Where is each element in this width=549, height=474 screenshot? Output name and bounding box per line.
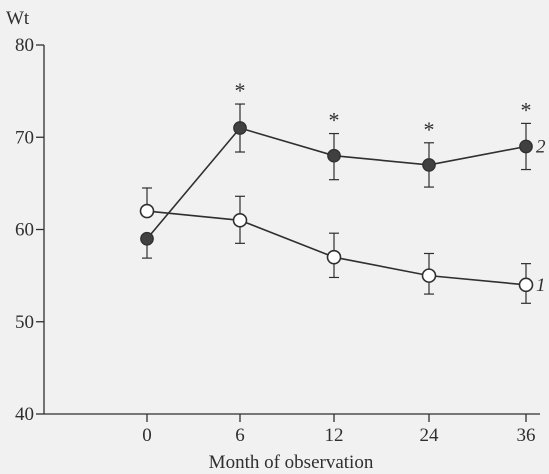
x-axis-ticks: 0 6 12 24 36 bbox=[142, 414, 536, 446]
x-tick-label-1: 6 bbox=[235, 425, 245, 446]
x-tick-label-3: 24 bbox=[420, 425, 440, 446]
y-tick-label-4: 80 bbox=[15, 35, 34, 56]
data-point-1-3 bbox=[421, 268, 437, 283]
data-point-1-4 bbox=[518, 277, 534, 293]
y-axis-label: Wt bbox=[6, 8, 30, 29]
data-point-2-2 bbox=[327, 148, 341, 163]
x-axis-label: Month of observation bbox=[209, 452, 374, 473]
series-1: 1 bbox=[139, 187, 546, 304]
y-tick-label-1: 50 bbox=[15, 312, 34, 333]
y-tick-label-3: 70 bbox=[15, 127, 34, 148]
data-point-2-4 bbox=[519, 139, 533, 154]
x-tick-label-2: 12 bbox=[325, 425, 344, 446]
y-tick-label-2: 60 bbox=[15, 220, 34, 241]
y-tick-label-0: 40 bbox=[15, 404, 34, 425]
significance-marker-2-2: * bbox=[329, 108, 340, 133]
data-point-1-1 bbox=[232, 212, 248, 228]
series-2: ** **2 bbox=[140, 78, 546, 259]
series-line-1 bbox=[146, 210, 527, 286]
data-point-2-0 bbox=[140, 231, 154, 246]
data-point-1-2 bbox=[326, 249, 342, 265]
series-layer: 1** **2 bbox=[139, 78, 546, 304]
data-point-2-1 bbox=[233, 121, 247, 135]
x-tick-label-4: 36 bbox=[517, 425, 536, 446]
data-point-1-0 bbox=[139, 203, 155, 219]
series-label-2: 2 bbox=[536, 136, 546, 157]
y-axis-ticks: 40 50 60 70 80 bbox=[15, 35, 44, 425]
x-tick-label-0: 0 bbox=[142, 425, 152, 446]
significance-marker-2-1: * bbox=[235, 78, 246, 103]
data-point-2-3 bbox=[422, 158, 436, 172]
series-label-1: 1 bbox=[536, 275, 546, 296]
significance-marker-2-3: * bbox=[424, 117, 435, 142]
significance-marker-2-4: * bbox=[521, 97, 532, 122]
series-line-2 bbox=[146, 127, 527, 240]
